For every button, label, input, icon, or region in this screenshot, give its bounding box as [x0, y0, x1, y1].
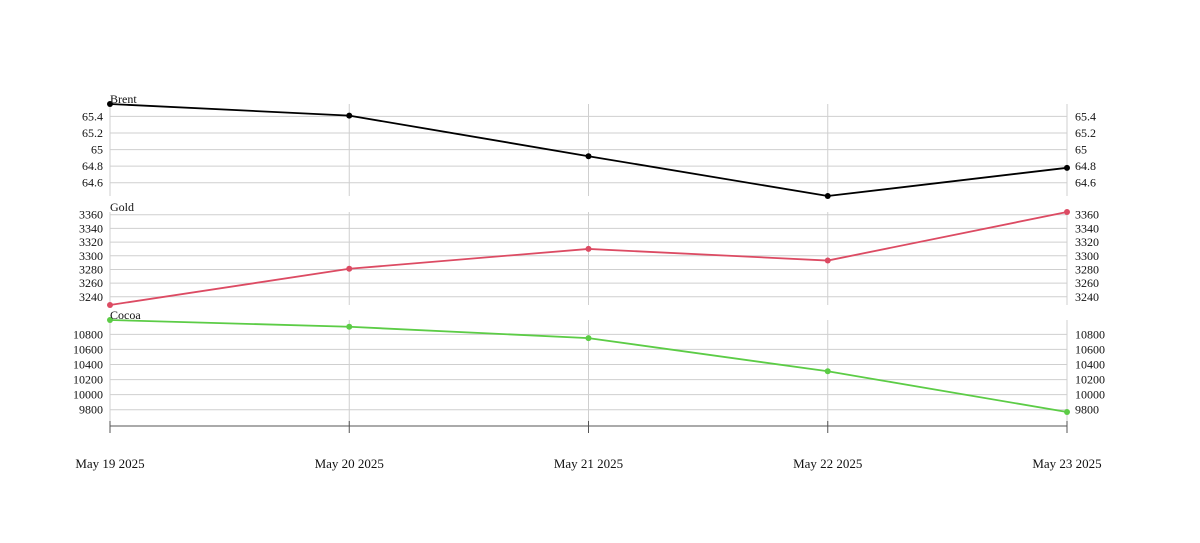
- x-axis-date-label: May 21 2025: [554, 456, 623, 471]
- cocoa-right-tick-label: 10800: [1075, 327, 1105, 341]
- cocoa-panel-title: Cocoa: [110, 308, 141, 322]
- gold-left-tick-label: 3300: [79, 249, 103, 263]
- brent-data-point: [824, 193, 831, 199]
- gold-right-tick-label: 3280: [1075, 262, 1099, 276]
- cocoa-right-tick-label: 9800: [1075, 403, 1099, 417]
- cocoa-data-point: [346, 323, 353, 330]
- gold-data-point: [824, 257, 831, 264]
- x-axis-date-label: May 23 2025: [1032, 456, 1101, 471]
- brent-data-point: [1064, 164, 1070, 171]
- gold-data-point: [1064, 209, 1070, 215]
- grid-layer: [109, 104, 1068, 426]
- gold-panel-title: Gold: [110, 200, 134, 214]
- gold-left-tick-label: 3360: [79, 208, 103, 222]
- cocoa-data-point: [107, 317, 113, 323]
- cocoa-data-point: [585, 335, 592, 342]
- gold-right-tick-label: 3340: [1075, 221, 1099, 235]
- brent-right-tick-label: 65.4: [1075, 109, 1096, 123]
- brent-left-tick-label: 64.6: [82, 176, 103, 190]
- gold-data-point: [107, 302, 113, 308]
- cocoa-right-tick-label: 10400: [1075, 357, 1105, 371]
- x-axis-date-label: May 22 2025: [793, 456, 862, 471]
- cocoa-left-tick-label: 10400: [73, 357, 103, 371]
- axis-layer: [109, 421, 1068, 433]
- gold-right-tick-label: 3260: [1075, 276, 1099, 290]
- x-axis-date-label: May 20 2025: [315, 456, 384, 471]
- brent-left-tick-label: 65: [91, 143, 103, 157]
- brent-right-tick-label: 64.6: [1075, 176, 1096, 190]
- label-layer: 64.6 64.6 64.8 64.8 65 65 65.2 65.2 65.4 65.4 Bren…: [73, 92, 1105, 471]
- gold-right-tick-label: 3300: [1075, 249, 1099, 263]
- cocoa-data-point: [824, 368, 831, 375]
- cocoa-left-tick-label: 9800: [79, 403, 103, 417]
- cocoa-data-point: [1064, 409, 1070, 415]
- gold-data-point: [585, 245, 592, 252]
- gold-left-tick-label: 3280: [79, 262, 103, 276]
- brent-data-point: [107, 101, 113, 107]
- brent-data-point: [346, 112, 353, 119]
- brent-left-tick-label: 64.8: [82, 159, 103, 173]
- brent-right-tick-label: 65.2: [1075, 126, 1096, 140]
- gold-right-tick-label: 3240: [1075, 290, 1099, 304]
- gold-data-point: [346, 265, 353, 272]
- cocoa-right-tick-label: 10600: [1075, 342, 1105, 356]
- gold-left-tick-label: 3340: [79, 221, 103, 235]
- brent-left-tick-label: 65.2: [82, 126, 103, 140]
- cocoa-left-tick-label: 10000: [73, 388, 103, 402]
- gold-right-tick-label: 3320: [1075, 235, 1099, 249]
- gold-right-tick-label: 3360: [1075, 208, 1099, 222]
- cocoa-left-tick-label: 10800: [73, 327, 103, 341]
- brent-left-tick-label: 65.4: [82, 109, 103, 123]
- cocoa-left-tick-label: 10200: [73, 373, 103, 387]
- brent-right-tick-label: 64.8: [1075, 159, 1096, 173]
- series-layer: [107, 101, 1070, 415]
- cocoa-left-tick-label: 10600: [73, 342, 103, 356]
- brent-right-tick-label: 65: [1075, 143, 1087, 157]
- gold-left-tick-label: 3320: [79, 235, 103, 249]
- cocoa-right-tick-label: 10200: [1075, 373, 1105, 387]
- cocoa-right-tick-label: 10000: [1075, 388, 1105, 402]
- x-axis-date-label: May 19 2025: [75, 456, 144, 471]
- gold-left-tick-label: 3240: [79, 290, 103, 304]
- brent-data-point: [585, 153, 592, 160]
- brent-panel-title: Brent: [110, 92, 137, 106]
- gold-left-tick-label: 3260: [79, 276, 103, 290]
